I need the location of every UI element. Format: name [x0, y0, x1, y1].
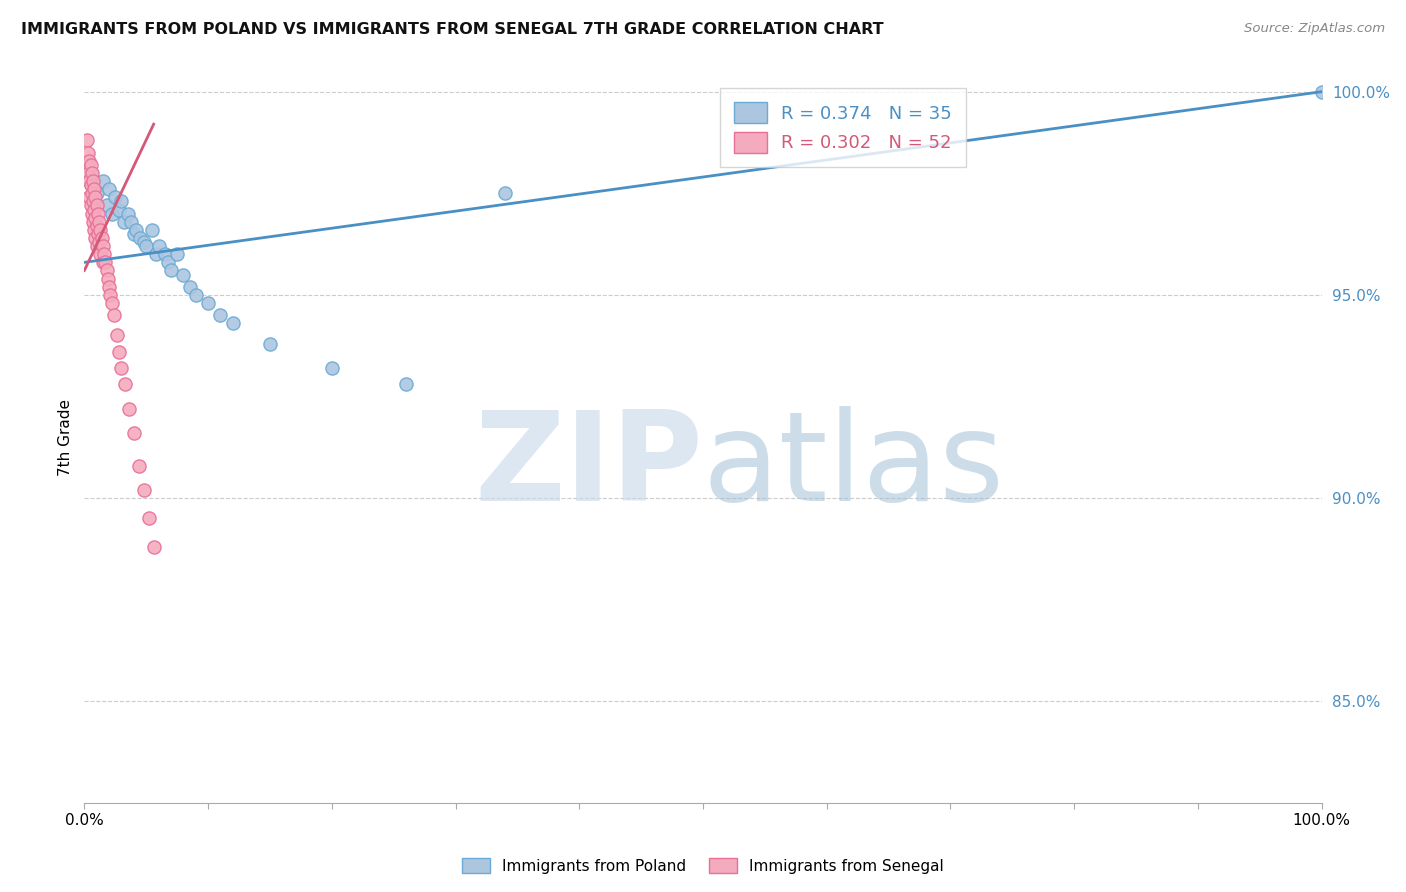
Point: [166, 247, 188, 261]
Point: [87, 206, 110, 220]
Point: [135, 239, 157, 253]
Point: [112, 215, 135, 229]
Point: [395, 377, 418, 392]
Point: [98, 182, 121, 196]
Point: [84, 190, 107, 204]
Point: [96, 263, 118, 277]
Point: [145, 247, 167, 261]
Point: [94, 255, 117, 269]
Point: [117, 206, 139, 220]
Point: [79, 178, 101, 193]
Y-axis label: 7th Grade: 7th Grade: [58, 399, 73, 475]
Point: [82, 174, 104, 188]
Point: [82, 215, 104, 229]
Point: [79, 174, 101, 188]
Point: [125, 223, 148, 237]
Point: [108, 344, 131, 359]
Point: [79, 153, 101, 168]
Point: [197, 296, 219, 310]
Point: [96, 198, 118, 212]
Point: [141, 223, 163, 237]
Point: [114, 377, 136, 392]
Point: [91, 255, 114, 269]
Text: IMMIGRANTS FROM POLAND VS IMMIGRANTS FROM SENEGAL 7TH GRADE CORRELATION CHART: IMMIGRANTS FROM POLAND VS IMMIGRANTS FRO…: [21, 22, 884, 37]
Point: [86, 198, 108, 212]
Point: [222, 316, 245, 330]
Point: [79, 190, 101, 204]
Point: [104, 190, 127, 204]
Point: [82, 194, 104, 209]
Point: [100, 296, 122, 310]
Point: [76, 158, 98, 172]
Point: [86, 219, 108, 233]
Point: [132, 235, 155, 249]
Text: atlas: atlas: [703, 406, 1005, 527]
Point: [128, 458, 150, 473]
Point: [118, 401, 141, 416]
Point: [77, 166, 100, 180]
Point: [259, 336, 281, 351]
Point: [89, 223, 111, 237]
Point: [79, 198, 101, 212]
Point: [138, 511, 160, 525]
Point: [77, 145, 100, 160]
Point: [494, 186, 516, 201]
Point: [76, 133, 98, 147]
Point: [98, 279, 121, 293]
Point: [209, 308, 232, 322]
Point: [129, 231, 152, 245]
Point: [110, 194, 132, 209]
Point: [160, 263, 183, 277]
Point: [93, 247, 115, 261]
Point: [90, 231, 112, 245]
Point: [86, 186, 108, 201]
Point: [89, 215, 111, 229]
Text: ZIP: ZIP: [474, 406, 703, 527]
Point: [84, 211, 107, 225]
Legend: R = 0.374   N = 35, R = 0.302   N = 52: R = 0.374 N = 35, R = 0.302 N = 52: [720, 87, 966, 168]
Point: [91, 239, 114, 253]
Legend: Immigrants from Poland, Immigrants from Senegal: Immigrants from Poland, Immigrants from …: [457, 852, 949, 880]
Point: [91, 174, 114, 188]
Point: [89, 235, 111, 249]
Point: [132, 483, 155, 497]
Point: [83, 202, 105, 217]
Point: [120, 215, 142, 229]
Point: [86, 239, 108, 253]
Text: Source: ZipAtlas.com: Source: ZipAtlas.com: [1244, 22, 1385, 36]
Point: [83, 223, 105, 237]
Point: [105, 328, 128, 343]
Point: [153, 247, 176, 261]
Point: [80, 166, 103, 180]
Point: [122, 227, 145, 241]
Point: [103, 308, 125, 322]
Point: [100, 206, 122, 220]
Point: [172, 268, 194, 282]
Point: [83, 182, 105, 196]
Point: [108, 202, 131, 217]
Point: [110, 361, 132, 376]
Point: [142, 540, 165, 554]
Point: [80, 186, 103, 201]
Point: [84, 231, 107, 245]
Point: [87, 227, 110, 241]
Point: [122, 425, 145, 440]
Point: [184, 288, 207, 302]
Point: [79, 166, 101, 180]
Point: [179, 279, 201, 293]
Point: [79, 158, 101, 172]
Point: [157, 255, 180, 269]
Point: [321, 361, 343, 376]
Point: [97, 271, 120, 285]
Point: [89, 247, 111, 261]
Point: [80, 206, 103, 220]
Point: [1310, 85, 1333, 99]
Point: [148, 239, 170, 253]
Point: [98, 288, 121, 302]
